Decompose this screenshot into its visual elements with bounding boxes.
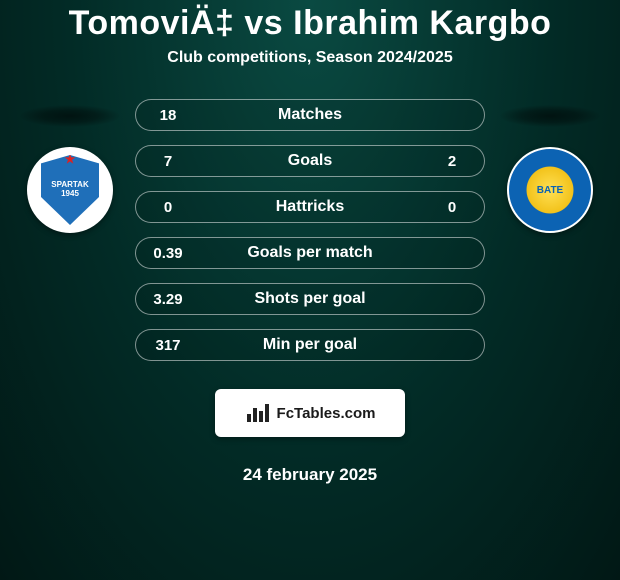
stats-column: 18 Matches 7 Goals 2 0 Hattricks 0 0.39 …	[130, 99, 490, 485]
main-row: ★ SPARTAK 1945 18 Matches 7 Goals 2 0 Ha…	[0, 99, 620, 485]
stat-row-goals: 7 Goals 2	[135, 145, 485, 177]
bar-chart-icon	[245, 402, 271, 424]
date-line: 24 february 2025	[243, 465, 377, 485]
stat-left-value: 7	[136, 153, 200, 170]
right-player-col: BATE	[490, 99, 610, 233]
stat-row-shots-per-goal: 3.29 Shots per goal	[135, 283, 485, 315]
club-badge-right: BATE	[507, 147, 593, 233]
player-shadow-right	[500, 105, 600, 127]
stat-label: Matches	[200, 106, 420, 124]
stat-right-value: 2	[420, 153, 484, 170]
stat-right-value: 0	[420, 199, 484, 216]
comparison-card: TomoviÄ‡ vs Ibrahim Kargbo Club competit…	[0, 0, 620, 580]
badge-right-label: BATE	[537, 185, 563, 196]
stat-row-hattricks: 0 Hattricks 0	[135, 191, 485, 223]
stat-row-matches: 18 Matches	[135, 99, 485, 131]
stat-left-value: 0	[136, 199, 200, 216]
badge-left-label-bottom: 1945	[61, 190, 79, 199]
stat-row-goals-per-match: 0.39 Goals per match	[135, 237, 485, 269]
stat-label: Goals per match	[200, 244, 420, 262]
stat-label: Min per goal	[200, 336, 420, 354]
star-icon: ★	[65, 153, 76, 166]
stat-left-value: 3.29	[136, 291, 200, 308]
left-player-col: ★ SPARTAK 1945	[10, 99, 130, 233]
stat-label: Hattricks	[200, 198, 420, 216]
season-subtitle: Club competitions, Season 2024/2025	[0, 49, 620, 67]
stat-left-value: 0.39	[136, 245, 200, 262]
stat-left-value: 317	[136, 337, 200, 354]
player-shadow-left	[20, 105, 120, 127]
source-badge: FcTables.com	[215, 389, 405, 437]
stat-label: Goals	[200, 152, 420, 170]
club-badge-right-inner: BATE	[520, 160, 580, 220]
source-brand-text: FcTables.com	[277, 405, 376, 422]
stat-row-min-per-goal: 317 Min per goal	[135, 329, 485, 361]
page-title: TomoviÄ‡ vs Ibrahim Kargbo	[0, 4, 620, 43]
stat-label: Shots per goal	[200, 290, 420, 308]
club-badge-left: ★ SPARTAK 1945	[27, 147, 113, 233]
club-badge-left-shield: ★ SPARTAK 1945	[41, 155, 99, 225]
stat-left-value: 18	[136, 107, 200, 124]
